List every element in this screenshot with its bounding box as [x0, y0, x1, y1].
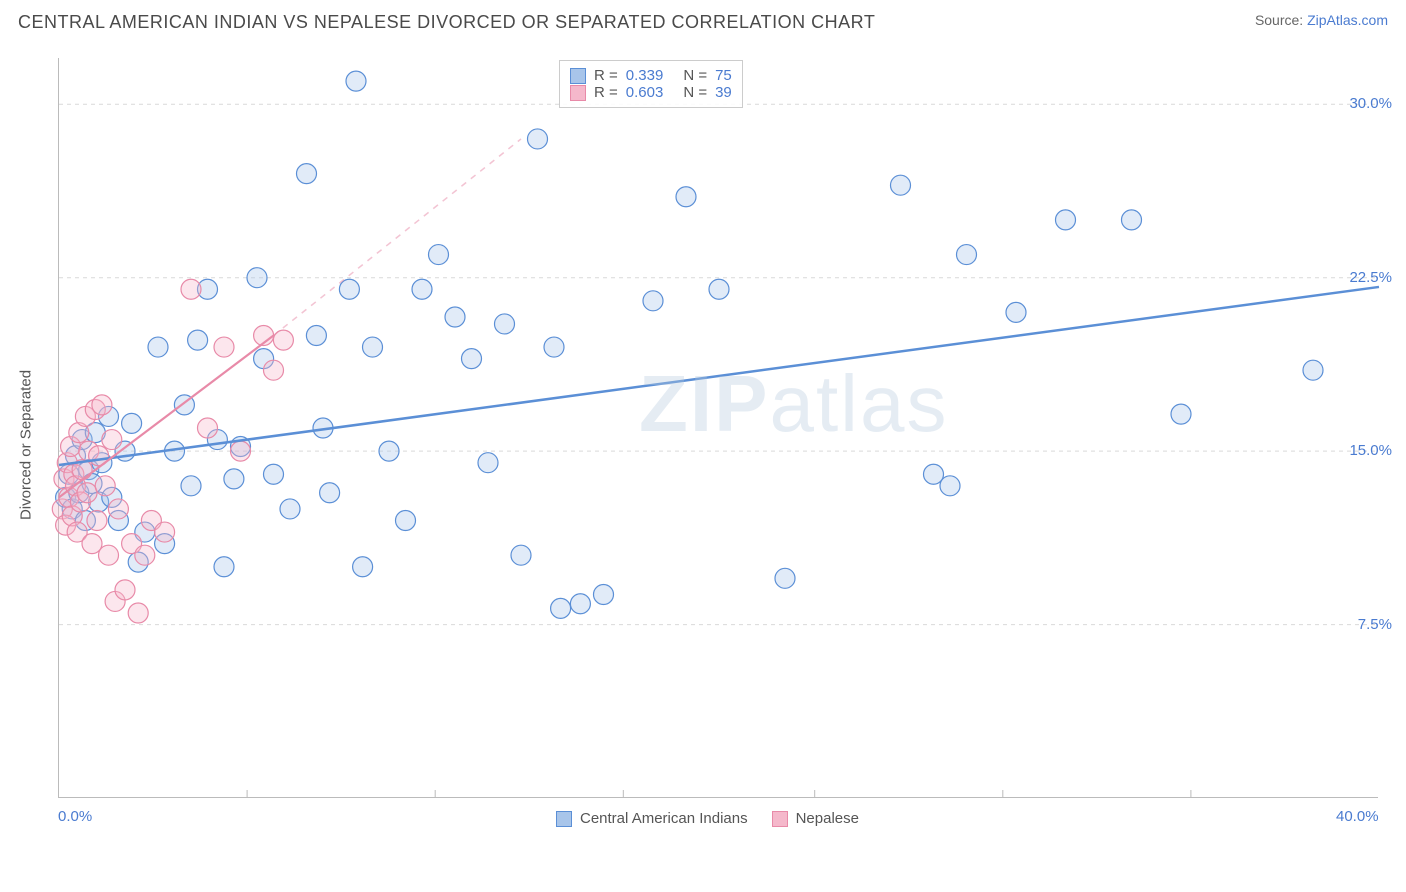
chart-title: CENTRAL AMERICAN INDIAN VS NEPALESE DIVO… — [18, 12, 875, 33]
source-label: Source: ZipAtlas.com — [1255, 12, 1388, 28]
y-tick-label: 30.0% — [1349, 95, 1392, 112]
y-tick-label: 22.5% — [1349, 269, 1392, 286]
legend-swatch — [772, 811, 788, 827]
y-tick-label: 15.0% — [1349, 442, 1392, 459]
y-tick-label: 7.5% — [1358, 616, 1392, 633]
legend-swatch — [556, 811, 572, 827]
stats-row: R =0.603N =39 — [570, 84, 732, 101]
series-swatch — [570, 68, 586, 84]
y-axis-label: Divorced or Separated — [18, 370, 35, 520]
source-link[interactable]: ZipAtlas.com — [1307, 12, 1388, 28]
x-tick-label: 40.0% — [1336, 808, 1379, 825]
legend-item: Central American Indians — [556, 810, 748, 827]
x-tick-label: 0.0% — [58, 808, 92, 825]
plot-area: ZIPatlas R =0.339N =75R =0.603N =39 — [58, 58, 1378, 798]
legend-item: Nepalese — [772, 810, 859, 827]
stats-row: R =0.339N =75 — [570, 67, 732, 84]
legend: Central American Indians Nepalese — [556, 810, 859, 827]
chart-area: Divorced or Separated ZIPatlas R =0.339N… — [36, 50, 1388, 840]
series-swatch — [570, 85, 586, 101]
correlation-stats-box: R =0.339N =75R =0.603N =39 — [559, 60, 743, 108]
